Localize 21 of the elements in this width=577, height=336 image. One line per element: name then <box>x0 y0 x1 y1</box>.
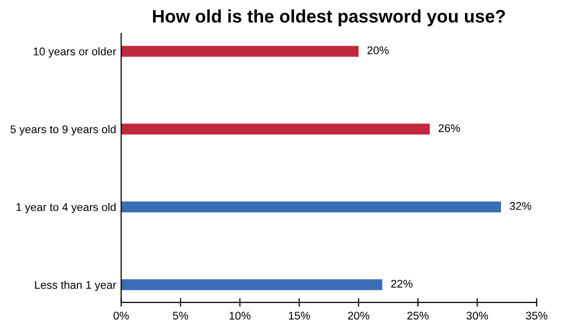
x-tick-label: 0% <box>114 312 129 320</box>
bar <box>121 279 382 290</box>
x-tick-label: 35% <box>526 312 548 320</box>
data-label: 22% <box>391 280 412 288</box>
y-tick-label: 1 year to 4 years old <box>16 202 116 214</box>
data-label: 32% <box>510 202 532 210</box>
y-tick-label: Less than 1 year <box>35 280 116 292</box>
bar <box>121 124 430 135</box>
bar <box>121 46 359 57</box>
y-tick-label: 10 years or older <box>34 47 116 58</box>
chart-title: How old is the oldest password you use? <box>153 9 505 26</box>
data-label: 26% <box>438 124 460 132</box>
x-tick-label: 20% <box>348 312 370 320</box>
x-tick-label: 5% <box>172 312 188 320</box>
x-tick-label: 30% <box>466 312 488 320</box>
x-tick-label: 15% <box>288 312 310 320</box>
x-tick-label: 25% <box>407 312 429 320</box>
bar <box>121 201 501 212</box>
x-tick-label: 10% <box>230 312 251 320</box>
data-label: 20% <box>367 46 389 54</box>
y-tick-label: 5 years to 9 years old <box>10 125 116 136</box>
